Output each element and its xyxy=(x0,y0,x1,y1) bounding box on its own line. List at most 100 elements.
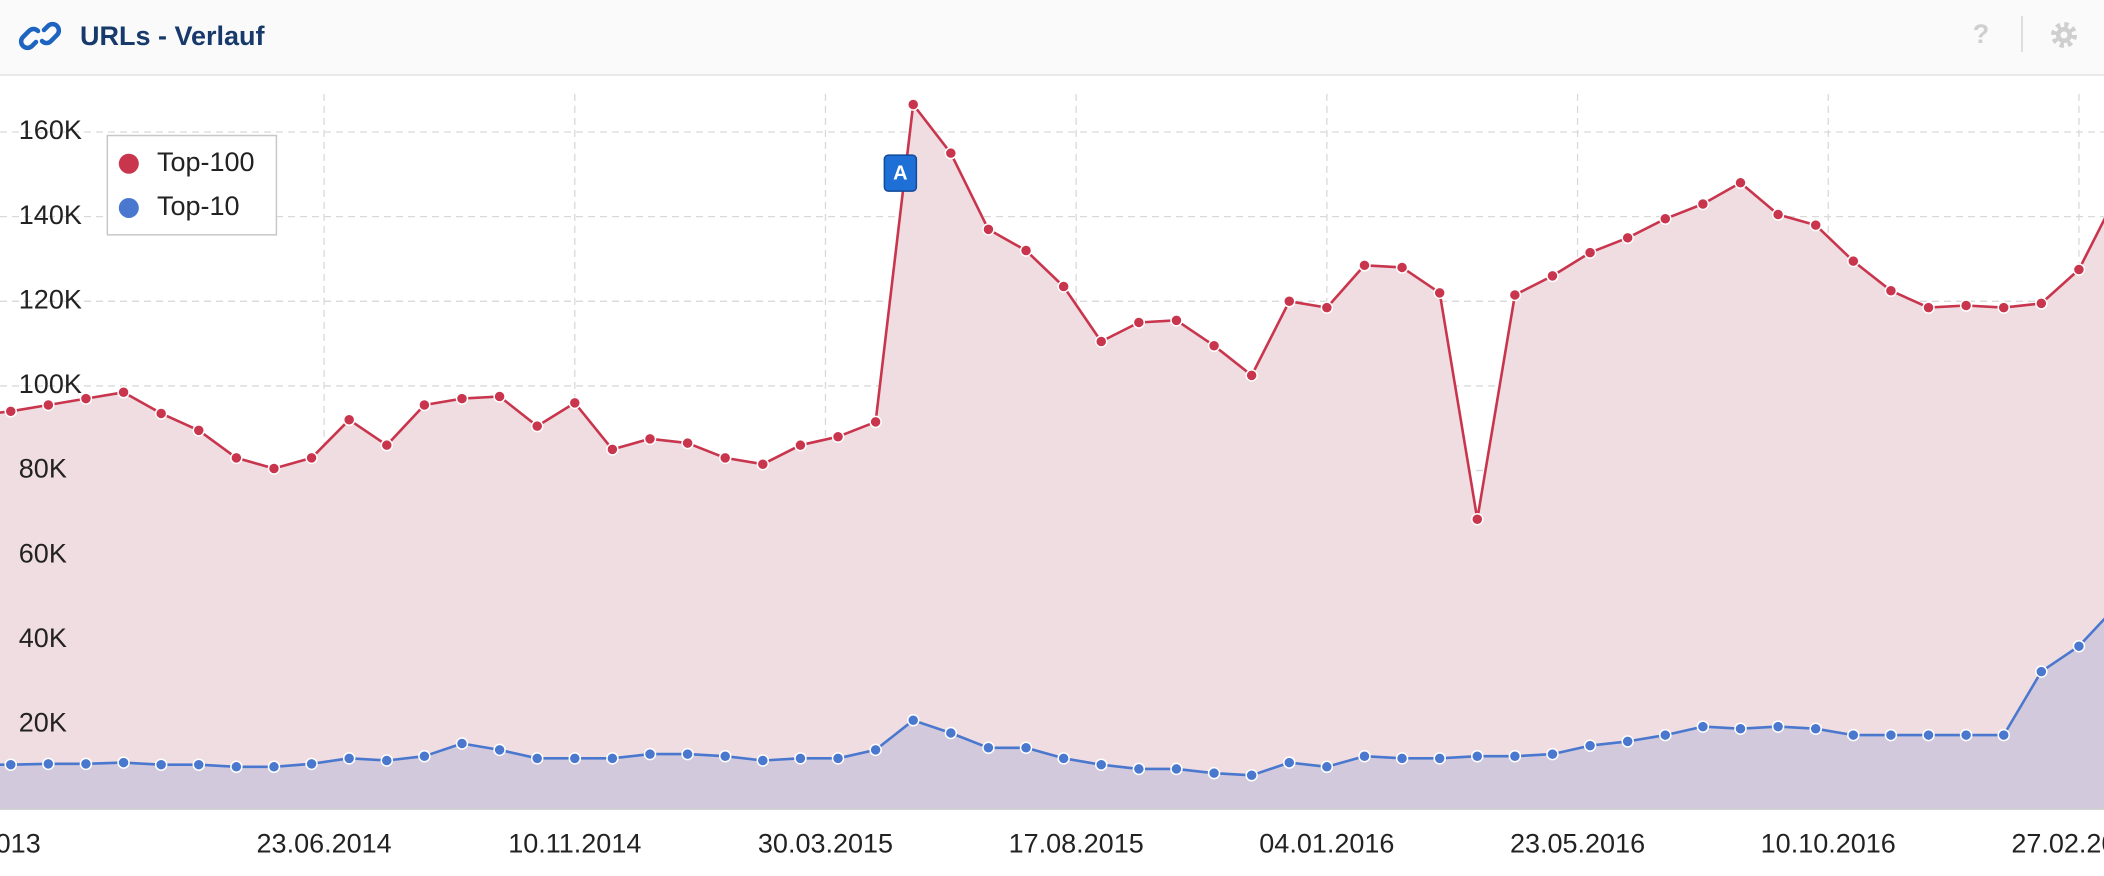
data-point xyxy=(342,413,356,427)
data-point xyxy=(42,398,55,412)
legend: Top-100 Top-10 xyxy=(106,134,278,236)
data-point xyxy=(1734,176,1747,190)
data-point xyxy=(2035,297,2048,310)
data-point xyxy=(530,752,544,765)
data-point xyxy=(982,741,995,755)
data-point xyxy=(1245,369,1258,382)
data-point xyxy=(1207,766,1221,780)
legend-label: Top-100 xyxy=(157,147,255,177)
y-tick-label: 60K xyxy=(19,538,67,568)
area xyxy=(0,104,2104,810)
y-tick-label: 40K xyxy=(19,623,67,653)
data-point xyxy=(418,398,431,412)
data-point xyxy=(606,752,619,765)
data-point xyxy=(1170,762,1183,776)
data-point xyxy=(380,754,394,767)
data-point xyxy=(1922,301,1935,314)
data-point xyxy=(455,392,469,405)
settings-icon[interactable] xyxy=(2051,22,2077,48)
data-point xyxy=(1283,756,1296,769)
data-point xyxy=(1809,218,1822,232)
data-point xyxy=(1884,284,1898,297)
data-point xyxy=(1358,259,1371,272)
data-point xyxy=(568,752,582,765)
data-point xyxy=(1132,316,1146,329)
data-point xyxy=(681,747,694,761)
data-point xyxy=(2035,665,2048,678)
data-point xyxy=(1583,246,1597,259)
y-tick-label: 80K xyxy=(19,454,67,484)
data-point xyxy=(79,757,93,771)
data-point xyxy=(1696,720,1710,733)
data-point xyxy=(154,758,168,771)
x-tick-label: 23.06.2014 xyxy=(257,828,392,858)
data-point xyxy=(1245,769,1258,782)
data-point xyxy=(267,462,281,475)
legend-marker xyxy=(118,197,139,218)
data-point xyxy=(305,451,318,465)
data-point xyxy=(1884,728,1898,742)
data-point xyxy=(117,756,130,769)
data-point xyxy=(1283,295,1296,308)
data-point xyxy=(493,390,506,403)
data-point xyxy=(4,405,17,418)
x-tick-label: 17.08.2015 xyxy=(1009,828,1144,858)
data-point xyxy=(718,749,732,763)
link-icon xyxy=(18,21,62,51)
data-point xyxy=(192,424,206,437)
data-point xyxy=(1471,512,1484,526)
data-point xyxy=(1358,749,1371,763)
data-point xyxy=(1132,762,1146,776)
data-point xyxy=(1997,728,2010,742)
y-tick-label: 140K xyxy=(19,200,82,230)
data-point xyxy=(418,749,431,763)
x-tick-label: 10.10.2016 xyxy=(1761,828,1896,858)
data-point xyxy=(1546,747,1559,761)
x-tick-label: 23.05.2016 xyxy=(1510,828,1645,858)
data-point xyxy=(831,430,845,443)
data-point xyxy=(1583,739,1597,752)
data-point xyxy=(1771,208,1785,221)
data-point xyxy=(906,98,920,111)
legend-marker xyxy=(118,153,139,174)
data-point xyxy=(1508,749,1522,763)
data-point xyxy=(756,457,770,471)
help-icon[interactable]: ? xyxy=(1973,19,1990,49)
data-point xyxy=(1057,752,1070,765)
data-point xyxy=(1170,314,1183,327)
data-point xyxy=(1094,335,1108,348)
data-point xyxy=(1395,261,1409,274)
data-point xyxy=(869,743,882,757)
annotation-label: A xyxy=(893,162,907,184)
area xyxy=(0,619,2104,810)
data-point xyxy=(681,436,694,450)
data-point xyxy=(1207,339,1221,352)
data-point xyxy=(4,758,17,771)
data-point xyxy=(1508,288,1522,302)
x-tick-label: 04.01.2016 xyxy=(1259,828,1394,858)
data-point xyxy=(1696,197,1710,211)
widget-title: URLs - Verlauf xyxy=(80,21,266,51)
data-point xyxy=(1395,752,1409,765)
data-point xyxy=(1621,231,1634,245)
data-point xyxy=(906,714,920,727)
data-point xyxy=(267,760,281,774)
data-point xyxy=(1809,722,1822,735)
data-point xyxy=(1019,741,1033,755)
data-point xyxy=(1471,749,1484,763)
data-point xyxy=(756,754,770,767)
data-point xyxy=(794,752,807,765)
data-point xyxy=(305,757,318,771)
y-tick-label: 100K xyxy=(19,369,82,399)
data-point xyxy=(117,386,130,399)
data-point xyxy=(982,223,995,236)
data-point xyxy=(1922,728,1935,742)
legend-label: Top-10 xyxy=(157,191,240,221)
legend-box xyxy=(106,134,278,236)
plot-area xyxy=(0,98,2104,810)
x-tick-label: 30.03.2015 xyxy=(758,828,893,858)
data-point xyxy=(1546,269,1559,283)
